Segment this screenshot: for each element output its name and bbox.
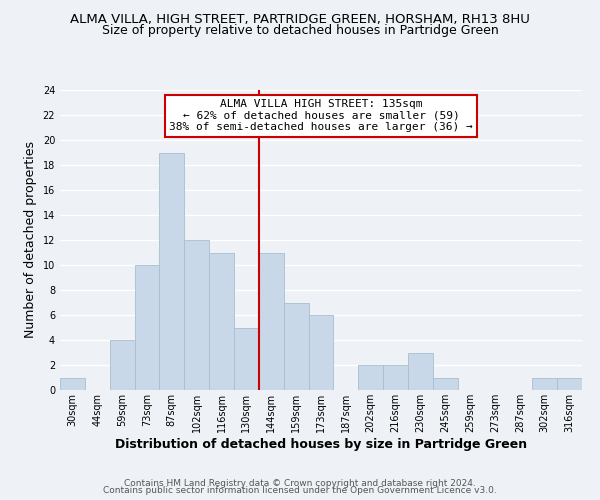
Bar [160, 152, 184, 390]
Bar [408, 352, 433, 390]
Bar [358, 365, 383, 390]
Bar [110, 340, 134, 390]
Bar [259, 252, 284, 390]
Bar [234, 328, 259, 390]
Bar [383, 365, 408, 390]
Bar [532, 378, 557, 390]
Text: ALMA VILLA, HIGH STREET, PARTRIDGE GREEN, HORSHAM, RH13 8HU: ALMA VILLA, HIGH STREET, PARTRIDGE GREEN… [70, 12, 530, 26]
Bar [60, 378, 85, 390]
Y-axis label: Number of detached properties: Number of detached properties [24, 142, 37, 338]
Text: Contains HM Land Registry data © Crown copyright and database right 2024.: Contains HM Land Registry data © Crown c… [124, 478, 476, 488]
Text: ALMA VILLA HIGH STREET: 135sqm
← 62% of detached houses are smaller (59)
38% of : ALMA VILLA HIGH STREET: 135sqm ← 62% of … [169, 99, 473, 132]
Bar [184, 240, 209, 390]
Bar [557, 378, 582, 390]
Text: Contains public sector information licensed under the Open Government Licence v3: Contains public sector information licen… [103, 486, 497, 495]
X-axis label: Distribution of detached houses by size in Partridge Green: Distribution of detached houses by size … [115, 438, 527, 450]
Bar [284, 302, 308, 390]
Bar [433, 378, 458, 390]
Bar [209, 252, 234, 390]
Bar [134, 265, 160, 390]
Text: Size of property relative to detached houses in Partridge Green: Size of property relative to detached ho… [101, 24, 499, 37]
Bar [308, 315, 334, 390]
